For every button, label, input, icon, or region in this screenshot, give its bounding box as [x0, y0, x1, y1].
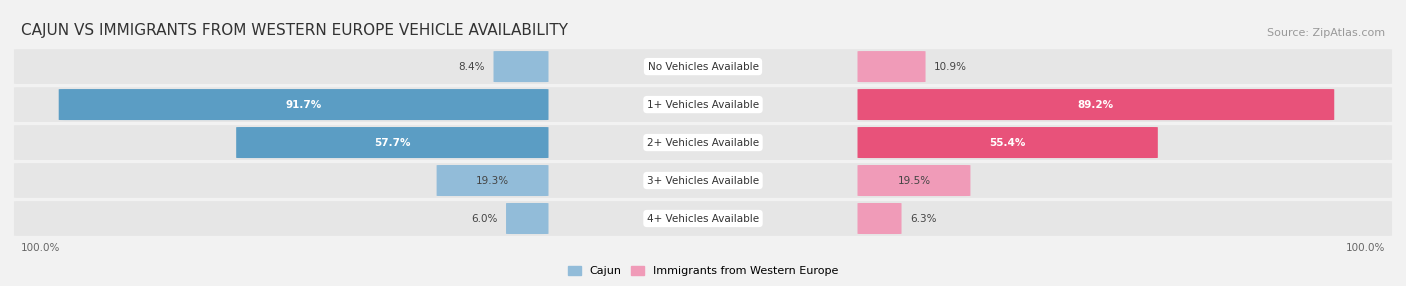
Text: 100.0%: 100.0%: [1346, 243, 1385, 253]
Text: 19.3%: 19.3%: [477, 176, 509, 186]
Text: No Vehicles Available: No Vehicles Available: [648, 61, 758, 72]
FancyBboxPatch shape: [858, 89, 1334, 120]
Text: 89.2%: 89.2%: [1078, 100, 1114, 110]
Text: 8.4%: 8.4%: [458, 61, 485, 72]
FancyBboxPatch shape: [14, 49, 1392, 84]
FancyBboxPatch shape: [437, 165, 548, 196]
Text: 100.0%: 100.0%: [21, 243, 60, 253]
FancyBboxPatch shape: [858, 165, 970, 196]
Legend: Cajun, Immigrants from Western Europe: Cajun, Immigrants from Western Europe: [564, 262, 842, 281]
Text: 6.0%: 6.0%: [471, 214, 498, 223]
FancyBboxPatch shape: [858, 51, 925, 82]
Text: 19.5%: 19.5%: [897, 176, 931, 186]
FancyBboxPatch shape: [494, 51, 548, 82]
FancyBboxPatch shape: [59, 89, 548, 120]
FancyBboxPatch shape: [236, 127, 548, 158]
FancyBboxPatch shape: [858, 203, 901, 234]
Text: 3+ Vehicles Available: 3+ Vehicles Available: [647, 176, 759, 186]
FancyBboxPatch shape: [858, 127, 1157, 158]
Text: 91.7%: 91.7%: [285, 100, 322, 110]
FancyBboxPatch shape: [506, 203, 548, 234]
FancyBboxPatch shape: [14, 125, 1392, 160]
FancyBboxPatch shape: [14, 163, 1392, 198]
Text: 55.4%: 55.4%: [990, 138, 1026, 148]
Text: 6.3%: 6.3%: [910, 214, 936, 223]
Text: 10.9%: 10.9%: [934, 61, 967, 72]
Text: 57.7%: 57.7%: [374, 138, 411, 148]
Text: Source: ZipAtlas.com: Source: ZipAtlas.com: [1267, 27, 1385, 37]
FancyBboxPatch shape: [14, 87, 1392, 122]
FancyBboxPatch shape: [14, 201, 1392, 236]
Text: 2+ Vehicles Available: 2+ Vehicles Available: [647, 138, 759, 148]
Text: 4+ Vehicles Available: 4+ Vehicles Available: [647, 214, 759, 223]
Text: 1+ Vehicles Available: 1+ Vehicles Available: [647, 100, 759, 110]
Text: CAJUN VS IMMIGRANTS FROM WESTERN EUROPE VEHICLE AVAILABILITY: CAJUN VS IMMIGRANTS FROM WESTERN EUROPE …: [21, 23, 568, 37]
